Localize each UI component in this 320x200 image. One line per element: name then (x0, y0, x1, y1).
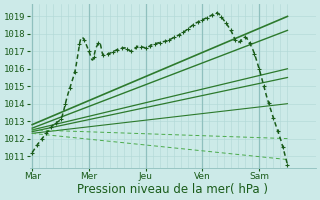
X-axis label: Pression niveau de la mer( hPa ): Pression niveau de la mer( hPa ) (77, 183, 268, 196)
